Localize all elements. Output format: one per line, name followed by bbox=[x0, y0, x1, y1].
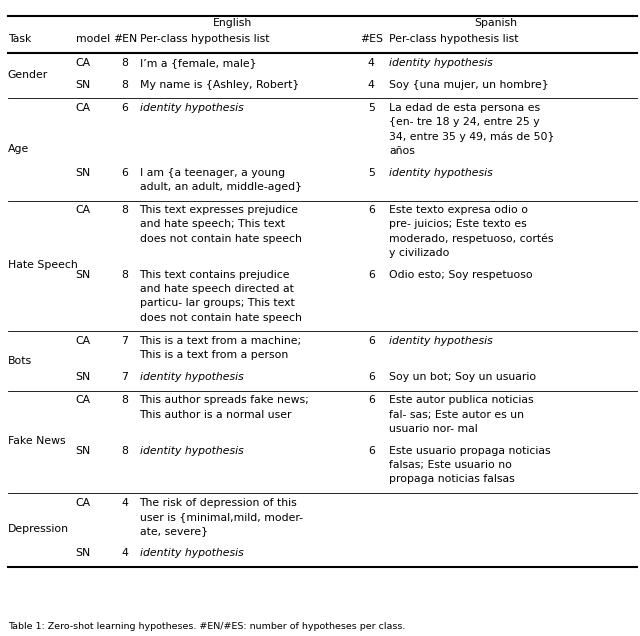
Text: Spanish: Spanish bbox=[474, 18, 518, 28]
Text: Depression: Depression bbox=[8, 524, 68, 534]
Text: SN: SN bbox=[76, 80, 91, 90]
Text: does not contain hate speech: does not contain hate speech bbox=[140, 233, 301, 244]
Text: SN: SN bbox=[76, 548, 91, 558]
Text: 8: 8 bbox=[122, 396, 128, 405]
Text: 7: 7 bbox=[122, 372, 128, 382]
Text: Este usuario propaga noticias: Este usuario propaga noticias bbox=[389, 446, 551, 456]
Text: identity hypothesis: identity hypothesis bbox=[140, 103, 243, 113]
Text: 4: 4 bbox=[122, 497, 128, 508]
Text: años: años bbox=[389, 146, 415, 156]
Text: identity hypothesis: identity hypothesis bbox=[140, 548, 243, 558]
Text: and hate speech directed at: and hate speech directed at bbox=[140, 284, 293, 294]
Text: SN: SN bbox=[76, 372, 91, 382]
Text: identity hypothesis: identity hypothesis bbox=[140, 446, 243, 456]
Text: 8: 8 bbox=[122, 446, 128, 456]
Text: 6: 6 bbox=[368, 270, 374, 280]
Text: 4: 4 bbox=[122, 548, 128, 558]
Text: {en- tre 18 y 24, entre 25 y: {en- tre 18 y 24, entre 25 y bbox=[389, 117, 540, 127]
Text: Bots: Bots bbox=[8, 356, 32, 366]
Text: The risk of depression of this: The risk of depression of this bbox=[140, 497, 297, 508]
Text: #ES: #ES bbox=[360, 34, 383, 44]
Text: This is a text from a machine;: This is a text from a machine; bbox=[140, 336, 301, 346]
Text: 6: 6 bbox=[368, 446, 374, 456]
Text: 8: 8 bbox=[122, 58, 128, 67]
Text: identity hypothesis: identity hypothesis bbox=[389, 167, 493, 177]
Text: identity hypothesis: identity hypothesis bbox=[140, 372, 243, 382]
Text: #EN: #EN bbox=[113, 34, 137, 44]
Text: 4: 4 bbox=[368, 58, 374, 67]
Text: Hate Speech: Hate Speech bbox=[8, 260, 77, 270]
Text: CA: CA bbox=[76, 396, 91, 405]
Text: 6: 6 bbox=[368, 205, 374, 215]
Text: My name is {Ashley, Robert}: My name is {Ashley, Robert} bbox=[140, 80, 299, 90]
Text: 34, entre 35 y 49, más de 50}: 34, entre 35 y 49, más de 50} bbox=[389, 131, 554, 142]
Text: 8: 8 bbox=[122, 270, 128, 280]
Text: Age: Age bbox=[8, 144, 29, 154]
Text: Este autor publica noticias: Este autor publica noticias bbox=[389, 396, 534, 405]
Text: Este texto expresa odio o: Este texto expresa odio o bbox=[389, 205, 528, 215]
Text: CA: CA bbox=[76, 58, 91, 67]
Text: and hate speech; This text: and hate speech; This text bbox=[140, 219, 285, 230]
Text: SN: SN bbox=[76, 270, 91, 280]
Text: 6: 6 bbox=[122, 167, 128, 177]
Text: Per-class hypothesis list: Per-class hypothesis list bbox=[389, 34, 518, 44]
Text: 6: 6 bbox=[368, 372, 374, 382]
Text: 7: 7 bbox=[122, 336, 128, 346]
Text: I’m a {female, male}: I’m a {female, male} bbox=[140, 58, 256, 67]
Text: Task: Task bbox=[8, 34, 31, 44]
Text: 8: 8 bbox=[122, 80, 128, 90]
Text: 5: 5 bbox=[368, 167, 374, 177]
Text: Per-class hypothesis list: Per-class hypothesis list bbox=[140, 34, 269, 44]
Text: This is a text from a person: This is a text from a person bbox=[140, 350, 289, 360]
Text: propaga noticias falsas: propaga noticias falsas bbox=[389, 474, 515, 484]
Text: moderado, respetuoso, cortés: moderado, respetuoso, cortés bbox=[389, 233, 554, 244]
Text: This text expresses prejudice: This text expresses prejudice bbox=[140, 205, 298, 215]
Text: identity hypothesis: identity hypothesis bbox=[389, 336, 493, 346]
Text: CA: CA bbox=[76, 336, 91, 346]
Text: identity hypothesis: identity hypothesis bbox=[389, 58, 493, 67]
Text: 5: 5 bbox=[368, 103, 374, 113]
Text: CA: CA bbox=[76, 103, 91, 113]
Text: Soy {una mujer, un hombre}: Soy {una mujer, un hombre} bbox=[389, 80, 548, 90]
Text: This text contains prejudice: This text contains prejudice bbox=[140, 270, 290, 280]
Text: fal- sas; Este autor es un: fal- sas; Este autor es un bbox=[389, 410, 524, 420]
Text: y civilizado: y civilizado bbox=[389, 248, 449, 258]
Text: Odio esto; Soy respetuoso: Odio esto; Soy respetuoso bbox=[389, 270, 532, 280]
Text: 6: 6 bbox=[122, 103, 128, 113]
Text: model: model bbox=[76, 34, 109, 44]
Text: CA: CA bbox=[76, 497, 91, 508]
Text: adult, an adult, middle-aged}: adult, an adult, middle-aged} bbox=[140, 182, 301, 192]
Text: This author spreads fake news;: This author spreads fake news; bbox=[140, 396, 309, 405]
Text: CA: CA bbox=[76, 205, 91, 215]
Text: user is {minimal,mild, moder-: user is {minimal,mild, moder- bbox=[140, 512, 303, 522]
Text: ate, severe}: ate, severe} bbox=[140, 526, 207, 536]
Text: usuario nor- mal: usuario nor- mal bbox=[389, 424, 478, 434]
Text: This author is a normal user: This author is a normal user bbox=[140, 410, 292, 420]
Text: 6: 6 bbox=[368, 396, 374, 405]
Text: Gender: Gender bbox=[8, 70, 48, 80]
Text: Fake News: Fake News bbox=[8, 436, 65, 446]
Text: does not contain hate speech: does not contain hate speech bbox=[140, 313, 301, 322]
Text: SN: SN bbox=[76, 167, 91, 177]
Text: La edad de esta persona es: La edad de esta persona es bbox=[389, 103, 540, 113]
Text: Soy un bot; Soy un usuario: Soy un bot; Soy un usuario bbox=[389, 372, 536, 382]
Text: particu- lar groups; This text: particu- lar groups; This text bbox=[140, 298, 294, 308]
Text: English: English bbox=[213, 18, 252, 28]
Text: pre- juicios; Este texto es: pre- juicios; Este texto es bbox=[389, 219, 527, 230]
Text: 8: 8 bbox=[122, 205, 128, 215]
Text: 6: 6 bbox=[368, 336, 374, 346]
Text: I am {a teenager, a young: I am {a teenager, a young bbox=[140, 167, 285, 177]
Text: Table 1: Zero-shot learning hypotheses. #EN/#ES: number of hypotheses per class.: Table 1: Zero-shot learning hypotheses. … bbox=[8, 622, 405, 631]
Text: falsas; Este usuario no: falsas; Este usuario no bbox=[389, 460, 512, 470]
Text: SN: SN bbox=[76, 446, 91, 456]
Text: 4: 4 bbox=[368, 80, 374, 90]
